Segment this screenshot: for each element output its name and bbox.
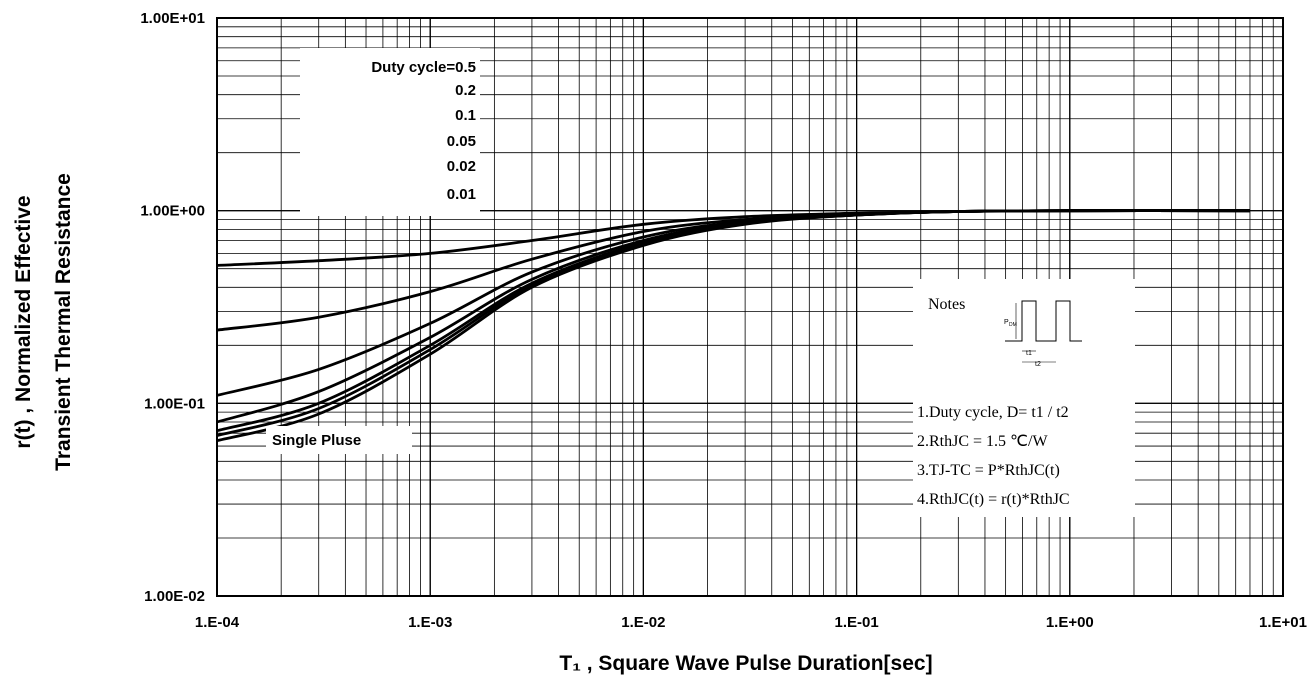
data-curves xyxy=(216,209,1251,443)
x-tick-label: 1.E+01 xyxy=(1259,614,1307,631)
y-axis-title: r(t) , Normalized Effective Transient Th… xyxy=(12,173,75,471)
duty-cycle-legend: Duty cycle=0.5 0.2 0.1 0.05 0.02 0.01 xyxy=(300,48,480,216)
notes-background xyxy=(913,279,1135,517)
pulse-height-label: P xyxy=(1004,319,1009,326)
y-axis-title-line-2: Transient Thermal Resistance xyxy=(52,173,75,471)
y-axis-title-line-1: r(t) , Normalized Effective xyxy=(12,195,35,448)
y-tick-label: 1.00E-01 xyxy=(144,395,205,412)
legend-background xyxy=(300,48,480,216)
notes-line: 2.RthJC = 1.5 ℃/W xyxy=(917,433,1048,450)
x-tick-label: 1.E-04 xyxy=(195,614,240,631)
duty-cycle-curve xyxy=(216,209,1251,267)
single-pulse-label: Single Pluse xyxy=(266,426,412,454)
x-tick-label: 1.E-02 xyxy=(621,614,665,631)
y-tick-labels: 1.00E-02 1.00E-01 1.00E+00 1.00E+01 xyxy=(140,10,205,605)
notes-line: 4.RthJC(t) = r(t)*RthJC xyxy=(917,491,1070,508)
plot-frame xyxy=(216,17,1284,597)
notes-line: 1.Duty cycle, D= t1 / t2 xyxy=(917,404,1069,421)
pulse-waveform-line xyxy=(1005,300,1082,342)
legend-value: 0.05 xyxy=(447,133,476,150)
x-tick-label: 1.E+00 xyxy=(1046,614,1094,631)
legend-title: Duty cycle=0.5 xyxy=(371,59,476,76)
single-pulse-label-text: Single Pluse xyxy=(272,432,361,449)
legend-value: 0.1 xyxy=(455,107,476,124)
duty-cycle-curve xyxy=(216,209,1251,443)
notes-title: Notes xyxy=(928,296,965,313)
x-tick-label: 1.E-03 xyxy=(408,614,452,631)
t2-label: t2 xyxy=(1035,361,1041,368)
notes-box: Notes P DM t1 t2 1.Duty cycle, D= t1 / t… xyxy=(913,279,1135,517)
legend-value: 0.01 xyxy=(447,186,476,203)
single-pulse-label-background xyxy=(266,426,412,454)
legend-value: 0.2 xyxy=(455,82,476,99)
y-tick-label: 1.00E-02 xyxy=(144,588,205,605)
legend-value: 0.02 xyxy=(447,158,476,175)
pulse-height-label-subscript: DM xyxy=(1009,322,1017,328)
x-tick-label: 1.E-01 xyxy=(834,614,878,631)
y-tick-label: 1.00E+00 xyxy=(140,203,205,220)
x-axis-title: T₁ , Square Wave Pulse Duration[sec] xyxy=(559,652,932,675)
t1-label: t1 xyxy=(1026,350,1032,357)
notes-line: 3.TJ-TC = P*RthJC(t) xyxy=(917,462,1060,479)
pulse-waveform-diagram: P DM t1 t2 xyxy=(1004,300,1082,368)
x-tick-labels: 1.E-04 1.E-03 1.E-02 1.E-01 1.E+00 1.E+01 xyxy=(195,614,1307,631)
y-tick-label: 1.00E+01 xyxy=(140,10,205,27)
